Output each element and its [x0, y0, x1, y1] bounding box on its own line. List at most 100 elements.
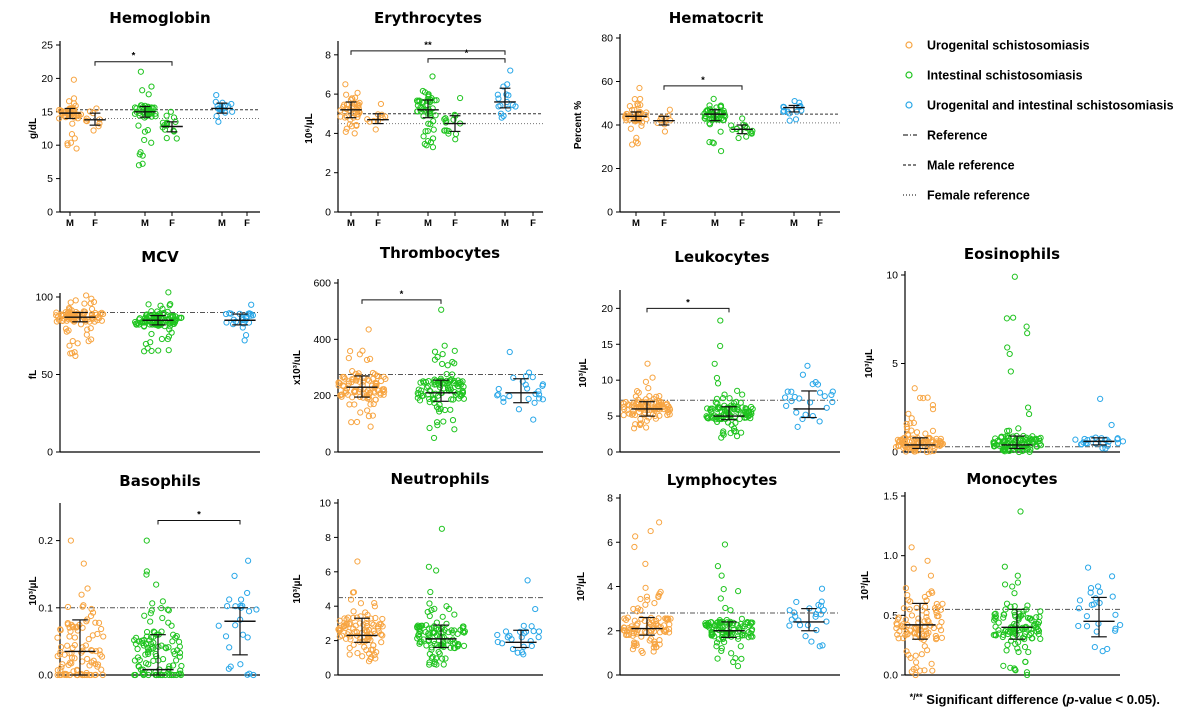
data-point — [929, 589, 936, 596]
data-point — [141, 348, 148, 355]
y-tick-label: 5 — [607, 411, 613, 423]
legend-entry-label: Intestinal schistosomiasis — [927, 69, 1083, 83]
data-point — [903, 628, 910, 636]
data-point — [1103, 436, 1110, 443]
data-point — [348, 419, 355, 426]
data-point — [713, 625, 720, 632]
data-point — [448, 627, 455, 634]
data-point — [451, 360, 458, 367]
data-point — [904, 431, 911, 438]
data-point — [634, 620, 641, 627]
data-point — [422, 628, 429, 636]
data-point — [342, 81, 349, 88]
data-point — [1011, 666, 1019, 673]
data-point — [371, 389, 378, 396]
data-point — [813, 627, 820, 634]
data-point — [632, 533, 639, 540]
data-point — [417, 108, 424, 115]
data-point — [656, 412, 663, 419]
data-point — [77, 321, 85, 328]
data-point — [170, 127, 177, 134]
data-point — [804, 362, 811, 369]
y-tick-label: 0.5 — [883, 610, 898, 622]
data-point — [229, 321, 237, 328]
data-point — [153, 581, 160, 588]
data-point — [539, 382, 546, 389]
data-point — [142, 660, 150, 667]
data-point — [99, 671, 106, 679]
data-point — [531, 399, 538, 406]
data-point — [63, 328, 70, 335]
y-tick-label: 20 — [601, 163, 613, 175]
data-point — [442, 655, 449, 662]
data-point — [169, 312, 177, 319]
data-point — [1022, 434, 1030, 441]
data-point — [634, 100, 641, 108]
data-point — [144, 127, 151, 134]
data-point — [426, 600, 433, 607]
data-point — [414, 98, 421, 105]
data-point — [448, 396, 455, 403]
data-point — [816, 389, 824, 396]
data-point — [169, 638, 176, 645]
data-point — [717, 317, 724, 324]
data-point — [665, 616, 672, 623]
data-point — [452, 136, 459, 143]
data-point — [345, 380, 352, 387]
data-point — [345, 354, 352, 362]
data-point — [728, 122, 735, 129]
data-point — [371, 371, 379, 378]
data-point — [1037, 442, 1045, 449]
data-point — [441, 127, 448, 134]
data-point — [350, 608, 357, 615]
data-point — [239, 631, 247, 638]
data-point — [353, 100, 360, 108]
data-point — [653, 621, 660, 628]
data-point — [629, 646, 637, 653]
data-point — [55, 316, 62, 323]
data-point — [88, 647, 95, 654]
data-point — [165, 347, 172, 354]
data-point — [429, 73, 436, 80]
y-tick-label: 50 — [41, 369, 53, 381]
data-point — [530, 416, 537, 423]
data-point — [727, 607, 734, 614]
data-point — [504, 81, 511, 88]
y-tick-label: 1.0 — [883, 550, 898, 562]
data-point — [55, 313, 62, 320]
data-point — [910, 565, 917, 572]
data-point — [717, 128, 724, 135]
data-point — [143, 571, 150, 578]
data-point — [433, 97, 440, 104]
data-point — [439, 613, 446, 620]
data-point — [434, 422, 441, 429]
data-point — [336, 617, 343, 624]
data-point — [96, 647, 103, 654]
data-point — [1037, 608, 1044, 615]
panel-neutrophils: Neutrophils 10³/µL 0 2 4 6 8 10 — [292, 470, 543, 682]
data-point — [364, 615, 371, 623]
data-point — [363, 646, 370, 654]
data-point — [718, 572, 725, 579]
data-point — [642, 378, 650, 385]
data-point — [443, 370, 450, 378]
data-point — [348, 123, 356, 130]
data-point — [370, 642, 377, 649]
significance-bracket — [157, 519, 241, 525]
data-point — [57, 667, 64, 674]
y-tick-label: 5 — [47, 173, 53, 185]
data-point — [433, 661, 440, 668]
data-point — [363, 627, 370, 634]
data-point — [244, 634, 251, 641]
data-point — [99, 310, 107, 318]
data-point — [620, 400, 627, 407]
y-tick-label: 0 — [325, 447, 331, 459]
data-point — [372, 396, 379, 403]
data-point — [663, 626, 670, 634]
footnote-text: Significant difference ( — [923, 692, 1067, 707]
data-point — [1024, 671, 1031, 679]
data-point — [515, 406, 523, 413]
data-point — [224, 603, 231, 610]
data-point — [447, 406, 454, 413]
data-point — [924, 394, 931, 401]
